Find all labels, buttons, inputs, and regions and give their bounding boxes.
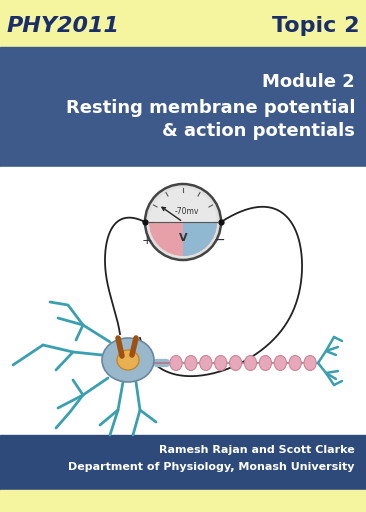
Ellipse shape [304, 355, 316, 371]
Ellipse shape [289, 355, 301, 371]
Text: Topic 2: Topic 2 [272, 16, 359, 36]
Text: -70mv: -70mv [175, 207, 199, 217]
Text: Department of Physiology, Monash University: Department of Physiology, Monash Univers… [68, 462, 355, 472]
Text: Ramesh Rajan and Scott Clarke: Ramesh Rajan and Scott Clarke [159, 445, 355, 455]
Ellipse shape [185, 355, 197, 371]
Text: & action potentials: & action potentials [162, 122, 355, 140]
Bar [0, 47, 366, 167]
Text: PHY2011: PHY2011 [7, 16, 120, 36]
Bar [0, 167, 366, 435]
Text: Resting membrane potential: Resting membrane potential [66, 99, 355, 117]
Bar [0, 490, 366, 512]
Ellipse shape [170, 355, 182, 371]
Bar [0, 0, 366, 47]
Ellipse shape [229, 355, 242, 371]
Bar [0, 435, 366, 490]
Ellipse shape [117, 350, 139, 370]
Wedge shape [183, 222, 217, 256]
Ellipse shape [274, 355, 287, 371]
Text: +: + [142, 233, 152, 246]
Text: V: V [179, 233, 187, 243]
Text: Module 2: Module 2 [262, 73, 355, 91]
Ellipse shape [214, 355, 227, 371]
Ellipse shape [244, 355, 257, 371]
Wedge shape [149, 222, 217, 256]
Ellipse shape [200, 355, 212, 371]
Ellipse shape [259, 355, 272, 371]
Wedge shape [149, 188, 217, 222]
Circle shape [145, 184, 221, 260]
Text: −: − [213, 233, 225, 247]
Ellipse shape [102, 338, 154, 382]
